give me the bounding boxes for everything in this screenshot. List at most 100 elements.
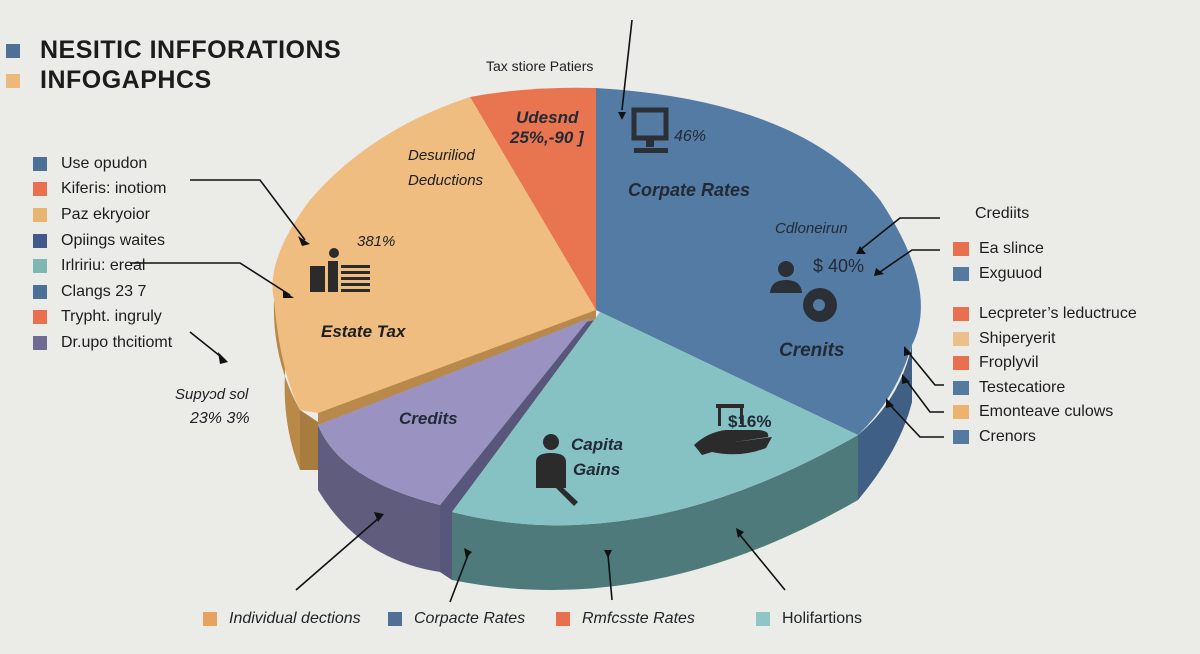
legend-item: Rmfcsste Rates <box>556 610 756 628</box>
legend-label: Opiings waites <box>61 231 166 249</box>
legend-label: Lecpreter’s leductruce <box>979 305 1137 323</box>
page-subtitle: INFOGAPHCS <box>40 66 212 94</box>
legend-item: Kifeгis: inotiom <box>33 177 172 203</box>
legend-swatch <box>953 356 969 371</box>
legend-label: Exguuod <box>979 264 1043 282</box>
legend-item: Lecpreter’s leductruce <box>953 302 1137 327</box>
slice-corporate-rates <box>596 88 921 435</box>
legend-label: Irlririu: ereal <box>61 257 146 275</box>
hand-money-icon <box>694 404 772 455</box>
slice-corporate-name: Corpate Rates <box>628 180 751 200</box>
slice-deductions-label-1: Desuriliod <box>408 147 475 164</box>
legend-item: Use opudon <box>33 151 172 177</box>
legend-item: Ea slince <box>953 237 1044 262</box>
bottom-legend: Individual dections Corpacte Rates Rmfcs… <box>203 610 862 628</box>
title-swatch-orange <box>6 73 20 88</box>
legend-item: Corpacte Rates <box>388 610 556 628</box>
legend-swatch <box>33 335 47 350</box>
legend-swatch <box>33 233 47 248</box>
computer-icon <box>631 107 669 153</box>
legend-swatch <box>33 156 47 171</box>
legend-swatch <box>953 307 969 322</box>
legend-label: Rmfcsste Rates <box>582 610 695 627</box>
legend-swatch <box>953 429 969 444</box>
legend-item: Individual dections <box>203 610 388 628</box>
legend-item: Trypht. ingruly <box>33 305 172 331</box>
user-coin-icon <box>770 261 837 322</box>
legend-label: Trypht. ingruly <box>61 308 162 326</box>
legend-swatch <box>953 266 969 281</box>
slice-estate-tax-name: Estate Tax <box>321 322 406 341</box>
legend-label: Shiperyerit <box>979 329 1056 347</box>
slice-udesnd-label: Udesnd <box>516 108 579 127</box>
legend-swatch <box>33 259 47 274</box>
slice-udesnd-value: 25%,-90 ] <box>510 128 584 147</box>
slice-capital-gains-name-2: Gains <box>573 460 621 479</box>
legend-item: Crenors <box>953 425 1137 450</box>
legend-item: Dr.upo thcitiomt <box>33 330 172 356</box>
slice-deductions-label-2: Deductions <box>408 172 484 189</box>
side-note-value: 23% 3% <box>190 410 250 427</box>
legend-item: Testecatiore <box>953 376 1137 401</box>
slice-estate-tax <box>272 97 596 413</box>
slice-corporate-pct2: $ 40% <box>813 256 865 276</box>
person-with-documents-icon <box>310 248 370 292</box>
slice-purple-side <box>318 425 440 572</box>
legend-label: Holifartions <box>782 610 863 627</box>
slice-crenits-name: Crenits <box>779 340 845 361</box>
legend-swatch <box>953 405 969 420</box>
slice-corporate-pct: 46% <box>674 128 707 145</box>
slice-estate-tax-pct: 381% <box>357 233 396 250</box>
legend-swatch <box>33 284 47 299</box>
page-title: NESITIC INFFORATIONS <box>40 36 342 64</box>
slice-credits <box>318 318 590 505</box>
legend-label: Kifeгis: inotiom <box>61 180 167 198</box>
legend-item: Exguuod <box>953 262 1044 287</box>
arrowheads <box>218 112 912 558</box>
title-line-2: INFOGAPHCS <box>6 66 212 95</box>
legend-swatch <box>33 310 47 325</box>
legend-swatch <box>33 182 47 197</box>
legend-item: Opiings waites <box>33 228 172 254</box>
title-line-1: NESITIC INFFORATIONS <box>6 36 341 65</box>
slice-blue-side <box>858 345 912 500</box>
right-legend-heading: Crediits <box>975 205 1030 222</box>
legend-item: Holifartions <box>756 610 862 628</box>
leader-lines <box>130 19 944 603</box>
legend-item: Clangs 23 7 <box>33 279 172 305</box>
legend-item: Irlririu: ereal <box>33 253 172 279</box>
legend-label: Ea slince <box>979 240 1044 258</box>
slice-credits-name: Credits <box>399 409 458 428</box>
legend-swatch <box>388 612 402 626</box>
side-note-label: Supyɔd sol <box>175 386 249 403</box>
legend-swatch <box>203 612 217 626</box>
legend-label: Corpacte Rates <box>414 610 526 627</box>
legend-label: Dr.upo thcitiomt <box>61 333 173 351</box>
legend-swatch <box>556 612 570 626</box>
legend-label: Crenors <box>979 427 1036 445</box>
top-callout: Tax stiore Patiers <box>486 58 594 74</box>
legend-label: Froplyvil <box>979 354 1039 372</box>
legend-swatch <box>953 331 969 346</box>
legend-swatch <box>33 207 47 222</box>
legend-item: Froplyvil <box>953 351 1137 376</box>
left-legend: Use opudon Kifeгis: inotiom Paz ekryoior… <box>33 151 172 356</box>
legend-item: Shiperyerit <box>953 327 1137 352</box>
legend-swatch <box>953 242 969 257</box>
title-swatch-blue <box>6 43 20 58</box>
legend-label: Emonteave culows <box>979 403 1114 421</box>
legend-label: Testecatiore <box>979 378 1066 396</box>
right-legend: Lecpreter’s leductruce Shiperyerit Fropl… <box>953 302 1137 449</box>
slice-capital-gains-pct: $16% <box>728 412 772 431</box>
slice-teal-side <box>452 435 858 590</box>
slice-udesnd <box>470 87 596 310</box>
legend-swatch <box>953 380 969 395</box>
legend-label: Use opudon <box>61 154 148 172</box>
legend-item: Emonteave culows <box>953 400 1137 425</box>
slice-corporate-sub: Cdloneirun <box>775 220 848 237</box>
legend-label: Individual dections <box>229 610 361 627</box>
right-legend-top: Crediits Ea slince Exguuod <box>953 205 1044 286</box>
slice-capital-gains-name-1: Capita <box>571 435 623 454</box>
businessman-icon <box>536 434 578 506</box>
legend-item: Paz ekryoior <box>33 202 172 228</box>
